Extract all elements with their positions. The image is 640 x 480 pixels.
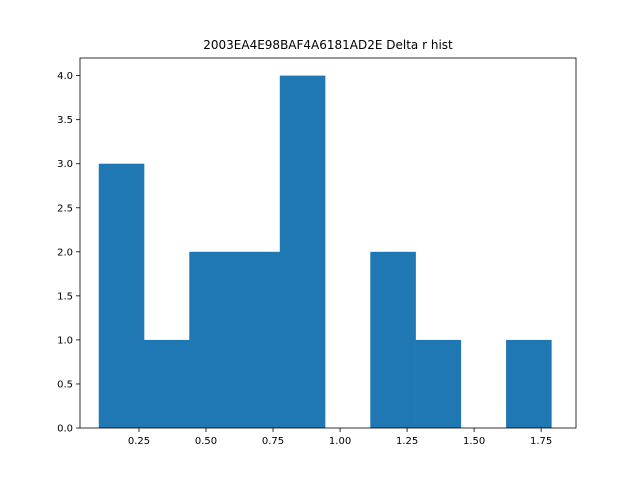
x-tick-label: 1.00 <box>329 436 351 447</box>
histogram-bar <box>189 251 235 428</box>
y-tick-label: 3.0 <box>57 159 73 170</box>
plot-frame <box>79 57 577 429</box>
x-axis: 0.25 0.50 0.75 1.00 1.25 1.50 1.75 <box>128 428 552 447</box>
x-tick-label: 0.25 <box>128 436 150 447</box>
y-tick-label: 2.0 <box>57 247 73 258</box>
y-tick-label: 0.5 <box>57 379 73 390</box>
x-tick-label: 1.25 <box>396 436 418 447</box>
histogram-bar <box>415 339 462 428</box>
histogram-bar <box>370 251 416 428</box>
x-tick-label: 0.50 <box>195 436 217 447</box>
y-tick-label: 1.0 <box>57 335 73 346</box>
histogram-bar <box>144 339 190 428</box>
y-tick-label: 0.0 <box>57 424 73 435</box>
x-tick-label: 0.75 <box>262 436 284 447</box>
histogram-bar <box>506 339 552 428</box>
y-tick-label: 1.5 <box>57 291 73 302</box>
histogram-bar <box>234 251 281 428</box>
x-tick-label: 1.50 <box>463 436 485 447</box>
histogram-bar <box>98 163 145 428</box>
bars-group <box>98 75 552 428</box>
y-axis: 0.0 0.5 1.0 1.5 2.0 2.5 3.0 3.5 4.0 <box>57 71 80 435</box>
y-tick-label: 2.5 <box>57 203 73 214</box>
histogram-bar <box>279 75 326 428</box>
y-tick-label: 4.0 <box>57 71 73 82</box>
y-tick-label: 3.5 <box>57 115 73 126</box>
chart-title: 2003EA4E98BAF4A6181AD2E Delta r hist <box>203 38 453 52</box>
x-tick-label: 1.75 <box>530 436 552 447</box>
